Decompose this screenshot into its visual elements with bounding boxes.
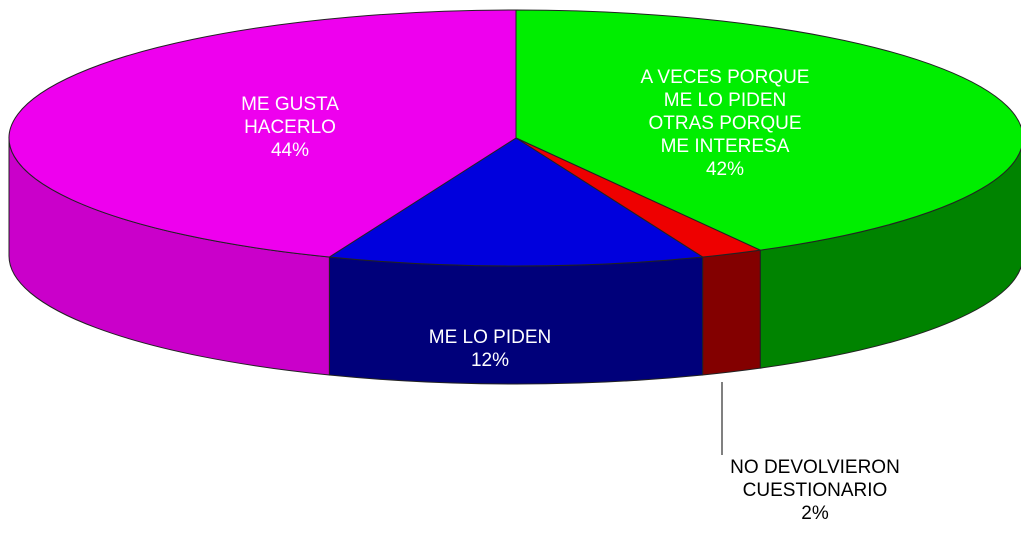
value-label: 12% bbox=[470, 350, 510, 371]
category-name: NO DEVOLVIERON CUESTIONARIO bbox=[730, 457, 900, 501]
slice-side bbox=[702, 249, 761, 376]
slice-label: ME GUSTA HACERLO 44% bbox=[241, 93, 339, 162]
slice bbox=[515, 9, 1021, 251]
slice-label: NO DEVOLVIERON CUESTIONARIO 2% bbox=[730, 456, 900, 525]
category-name: A VECES PORQUE ME LO PIDEN OTRAS PORQUE … bbox=[640, 67, 810, 157]
slice bbox=[327, 137, 705, 267]
category-name: ME GUSTA HACERLO bbox=[241, 94, 339, 138]
category-name: ME LO PIDEN bbox=[428, 327, 552, 348]
slice-label: A VECES PORQUE ME LO PIDEN OTRAS PORQUE … bbox=[641, 66, 810, 181]
slice bbox=[8, 9, 517, 258]
value-label: 44% bbox=[270, 140, 310, 161]
slice-label: ME LO PIDEN 12% bbox=[429, 326, 551, 372]
value-label: 2% bbox=[801, 503, 829, 524]
value-label: 42% bbox=[705, 159, 745, 180]
